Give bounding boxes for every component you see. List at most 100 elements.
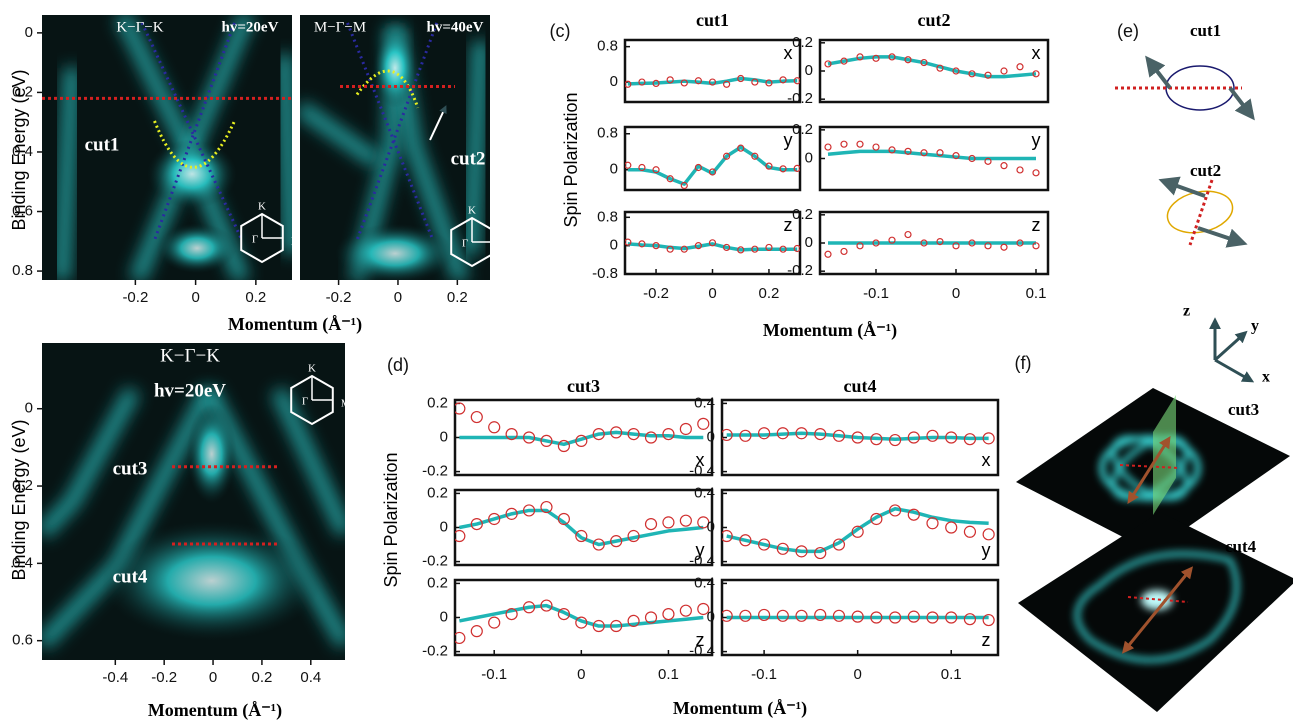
spin-arrow [1230, 88, 1250, 114]
axis-arrow [1215, 334, 1244, 360]
cut-label: cut4 [113, 566, 148, 587]
y-tick-label: 0.8 [597, 125, 618, 142]
bz-label: Γ [252, 234, 258, 246]
image-subtitle: hv=20eV [222, 19, 279, 35]
y-tick-label: 0.2 [792, 121, 813, 138]
x-tick-label: 0.2 [251, 669, 272, 686]
bz-label: K [308, 363, 316, 375]
x-axis-label: Momentum (Å⁻¹) [148, 700, 282, 721]
axis-label: z [1183, 303, 1190, 320]
cut-label: cut2 [451, 148, 486, 169]
diagram-label: cut4 [1225, 537, 1257, 556]
y-tick-label: 0 [805, 149, 813, 166]
x-axis-label: Momentum (Å⁻¹) [228, 314, 362, 335]
column-title: cut1 [696, 10, 729, 30]
panel-label: (f) [1015, 353, 1032, 373]
y-tick-label: 0.4 [694, 484, 715, 501]
diagram-label: cut2 [1190, 161, 1221, 180]
x-tick-label: 0.2 [447, 289, 468, 306]
x-tick-label: 0 [394, 289, 402, 306]
x-tick-label: -0.1 [751, 666, 777, 683]
x-tick-label: 0.2 [245, 289, 266, 306]
panel-label: (d) [387, 355, 409, 375]
image-title: M−Γ−M [314, 19, 366, 35]
y-tick-label: 0 [440, 608, 448, 625]
y-tick-label: -0.2 [787, 90, 813, 107]
y-tick-label: 0 [610, 237, 618, 254]
image-subtitle: hv=20eV [154, 380, 226, 401]
x-tick-label: 0.1 [1026, 285, 1047, 302]
spin-arrow [1150, 62, 1170, 88]
image-subtitle: hv=40eV [427, 19, 484, 35]
x-tick-label: 0 [577, 666, 585, 683]
y-tick-label: 0.2 [427, 574, 448, 591]
axis-label: x [1262, 369, 1270, 386]
y-tick-label: -0.2 [787, 262, 813, 279]
component-label: x [982, 450, 991, 470]
axis-label: y [1251, 318, 1259, 335]
plot-frame [625, 127, 800, 190]
panel-label: (e) [1117, 21, 1139, 41]
component-label: x [784, 43, 793, 63]
spin-arrow [1198, 228, 1240, 242]
component-label: z [784, 215, 793, 235]
component-label: y [784, 130, 793, 150]
y-tick-label: -0.2 [422, 553, 448, 570]
diagram-f: z y x cut3 cut4 [1016, 303, 1293, 712]
image-title: K−Γ−K [160, 345, 220, 366]
bz-label: M [341, 398, 350, 409]
cut-label: cut3 [113, 458, 148, 479]
y-tick-label: 0 [805, 62, 813, 79]
axis-arrow [1215, 360, 1250, 380]
bz-label: K [468, 205, 476, 217]
bz-label: M [501, 240, 510, 251]
y-tick-label: 0.4 [694, 574, 715, 591]
y-tick-label: 0.6 [12, 632, 33, 649]
x-tick-label: -0.2 [643, 285, 669, 302]
diagram-label: cut3 [1228, 400, 1259, 419]
x-tick-label: 0.1 [941, 666, 962, 683]
y-tick-label: 0.2 [792, 206, 813, 223]
x-tick-label: 0 [853, 666, 861, 683]
intensity [335, 224, 455, 284]
x-axis-label: Momentum (Å⁻¹) [763, 320, 897, 341]
y-axis-label: Spin Polarization [381, 452, 401, 587]
x-tick-label: 0 [191, 289, 199, 306]
y-tick-label: 0 [610, 161, 618, 178]
component-label: y [1032, 130, 1041, 150]
y-tick-label: 0 [25, 400, 33, 417]
y-axis-label: Spin Polarization [561, 92, 581, 227]
intensity [373, 28, 417, 108]
column-title: cut4 [844, 376, 877, 396]
plot-frame [820, 40, 1048, 102]
y-tick-label: 0.2 [427, 394, 448, 411]
x-tick-label: -0.2 [122, 289, 148, 306]
y-tick-label: -0.4 [689, 643, 715, 660]
x-tick-label: -0.1 [481, 666, 507, 683]
cut-label: cut1 [85, 134, 120, 155]
y-tick-label: 0.8 [12, 262, 33, 279]
y-tick-label: 0 [707, 608, 715, 625]
y-tick-label: 0.2 [792, 34, 813, 51]
panel-label: (c) [550, 21, 571, 41]
x-tick-label: -0.2 [326, 289, 352, 306]
bz-label: Γ [462, 238, 468, 250]
y-tick-label: -0.4 [689, 553, 715, 570]
y-tick-label: 0 [610, 73, 618, 90]
y-tick-label: 0 [805, 234, 813, 251]
bz-label: M [291, 236, 300, 247]
y-tick-label: 0 [25, 24, 33, 41]
x-tick-label: 0.4 [300, 669, 321, 686]
diagram-label: cut1 [1190, 21, 1221, 40]
y-axis-label: Binding Energy (eV) [9, 69, 29, 230]
y-axis-label: Binding Energy (eV) [9, 419, 29, 580]
y-tick-label: 0 [440, 428, 448, 445]
plot-frame [455, 490, 712, 565]
diagram-e: cut1 cut2 [1115, 21, 1250, 245]
component-label: z [982, 630, 991, 650]
x-tick-label: -0.4 [102, 669, 128, 686]
intensity [187, 404, 237, 504]
y-tick-label: -0.8 [592, 265, 618, 282]
y-tick-label: 0.8 [597, 208, 618, 225]
page: cut1 cut2 z y x cut3 [0, 0, 1293, 722]
